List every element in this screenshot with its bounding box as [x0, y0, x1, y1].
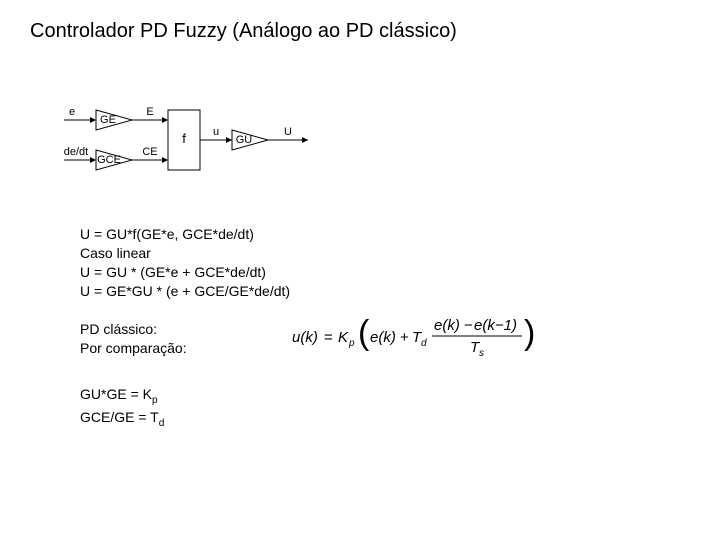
eq-line-2: Caso linear [80, 244, 290, 263]
cmp-line-1: GU*GE = Kp [80, 385, 164, 408]
f-ek: e(k) [370, 329, 396, 346]
equation-block: U = GU*f(GE*e, GCE*de/dt) Caso linear U … [80, 225, 290, 301]
eq-line-4: U = GE*GU * (e + GCE/GE*de/dt) [80, 282, 290, 301]
label-u: u [213, 126, 219, 138]
f-kp: K [338, 329, 349, 346]
pd-classic-line-1: PD clássico: [80, 320, 187, 339]
pd-classic-label: PD clássico: Por comparação: [80, 320, 187, 358]
label-E: E [146, 106, 153, 118]
label-CE: CE [142, 146, 157, 158]
cmp-line-1-text: GU*GE = K [80, 386, 152, 402]
cmp-line-2-text: GCE/GE = T [80, 409, 159, 425]
label-dedt: de/dt [64, 146, 88, 158]
f-plus: + [400, 329, 409, 346]
cmp-line-1-sub: p [152, 395, 158, 406]
eq-line-1: U = GU*f(GE*e, GCE*de/dt) [80, 225, 290, 244]
f-den-sub: s [479, 348, 484, 359]
slide: Controlador PD Fuzzy (Análogo ao PD clás… [0, 0, 720, 540]
f-num-minus: − [464, 317, 473, 334]
label-GCE: GCE [97, 154, 121, 166]
cmp-line-2-sub: d [159, 418, 165, 429]
f-eq: = [324, 329, 333, 346]
f-uk: u(k) [292, 329, 318, 346]
comparison-block: GU*GE = Kp GCE/GE = Td [80, 385, 164, 431]
label-U: U [284, 126, 292, 138]
uk-formula: u(k) = K p ( e(k) + T d e(k) − e(k−1) T … [290, 310, 550, 371]
eq-line-3: U = GU * (GE*e + GCE*de/dt) [80, 263, 290, 282]
page-title: Controlador PD Fuzzy (Análogo ao PD clás… [30, 20, 457, 43]
f-td-sub: d [421, 338, 427, 349]
f-lparen: ( [358, 314, 370, 352]
pd-classic-line-2: Por comparação: [80, 339, 187, 358]
label-e: e [69, 106, 75, 118]
label-GE: GE [100, 114, 116, 126]
fuzzy-pd-block-diagram: e de/dt GE GCE E CE f u GU U [60, 100, 330, 195]
label-f: f [182, 131, 186, 146]
f-num-a: e(k) [434, 317, 460, 334]
cmp-line-2: GCE/GE = Td [80, 408, 164, 431]
label-GU: GU [236, 134, 253, 146]
f-kp-sub: p [348, 338, 355, 349]
f-rparen: ) [524, 314, 535, 352]
f-num-b: e(k−1) [474, 317, 517, 334]
